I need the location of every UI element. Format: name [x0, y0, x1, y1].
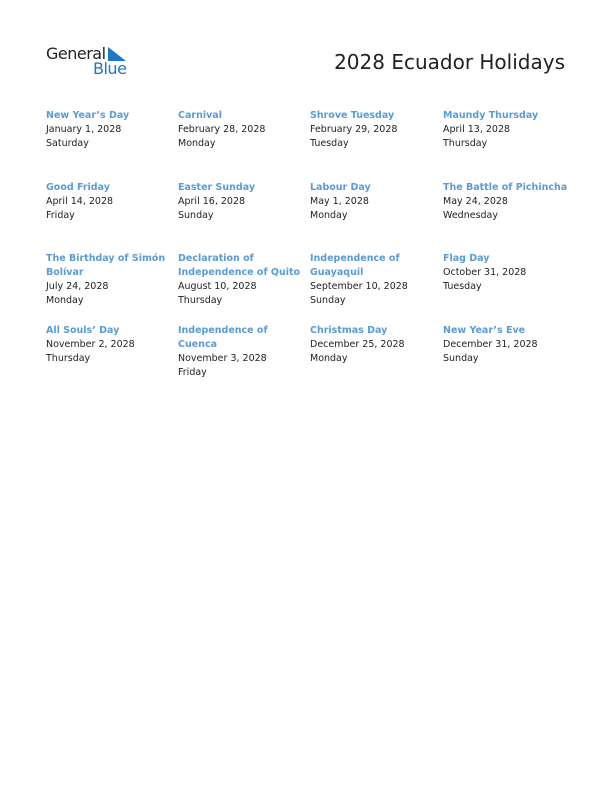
holiday-day: Sunday [178, 210, 214, 221]
holiday-name: Flag Day [443, 253, 490, 264]
holiday-item: The Battle of Pichincha May 24, 2028 Wedne… [443, 181, 571, 223]
holiday-item: Declaration of Independence of Quito Augu… [178, 252, 306, 308]
holiday-item: New Year’s Eve December 31, 2028 Sunday [443, 324, 571, 366]
holiday-date: February 29, 2028 [310, 124, 398, 135]
holiday-name: Labour Day [310, 182, 371, 193]
holiday-name: Good Friday [46, 182, 110, 193]
holiday-date: October 31, 2028 [443, 267, 527, 278]
holiday-date: May 1, 2028 [310, 196, 369, 207]
holiday-day: Monday [178, 138, 216, 149]
holiday-day: Monday [310, 353, 348, 364]
holiday-day: Friday [178, 367, 207, 378]
holiday-item: Easter Sunday April 16, 2028 Sunday [178, 181, 306, 223]
holiday-name: Independence of Cuenca [178, 325, 268, 350]
holiday-date: August 10, 2028 [178, 281, 257, 292]
holiday-date: December 31, 2028 [443, 339, 538, 350]
holiday-day: Wednesday [443, 210, 499, 221]
holiday-day: Thursday [443, 138, 488, 149]
holiday-item: Independence of Cuenca November 3, 2028 Fr… [178, 324, 306, 380]
holiday-date: April 16, 2028 [178, 196, 246, 207]
logo-word-blue: Blue [93, 59, 127, 78]
holiday-date: December 25, 2028 [310, 339, 405, 350]
holiday-date: September 10, 2028 [310, 281, 408, 292]
holiday-name: Maundy Thursday [443, 110, 539, 121]
holiday-day: Thursday [46, 353, 91, 364]
logo-word-general: General [46, 44, 106, 63]
holiday-name: New Year’s Day [46, 110, 130, 121]
holiday-item: Good Friday April 14, 2028 Friday [46, 181, 174, 223]
holiday-day: Saturday [46, 138, 89, 149]
holiday-date: November 3, 2028 [178, 353, 267, 364]
holiday-name: Easter Sunday [178, 182, 256, 193]
holiday-name: Shrove Tuesday [310, 110, 395, 121]
holiday-day: Monday [46, 295, 84, 306]
holiday-item: Independence of Guayaquil September 10, 2… [310, 252, 438, 308]
holiday-name: Christmas Day [310, 325, 388, 336]
holiday-name: Carnival [178, 110, 222, 121]
holiday-date: February 28, 2028 [178, 124, 266, 135]
holiday-item: Maundy Thursday April 13, 2028 Thursday [443, 109, 571, 151]
generalblue-logo: General Blue [46, 44, 136, 80]
holiday-date: July 24, 2028 [46, 281, 109, 292]
holiday-name: The Birthday of Simón Bolívar [46, 253, 166, 278]
holiday-name: Declaration of Independence of Quito [178, 253, 301, 278]
holiday-item: Labour Day May 1, 2028 Monday [310, 181, 438, 223]
logo-triangle-icon [108, 47, 126, 61]
holiday-name: The Battle of Pichincha [443, 182, 568, 193]
holiday-day: Sunday [310, 295, 346, 306]
holiday-day: Tuesday [310, 138, 349, 149]
holiday-day: Thursday [178, 295, 223, 306]
holiday-date: January 1, 2028 [46, 124, 122, 135]
holiday-day: Monday [310, 210, 348, 221]
holiday-item: New Year’s Day January 1, 2028 Saturday [46, 109, 174, 151]
holiday-day: Friday [46, 210, 75, 221]
holiday-day: Tuesday [443, 281, 482, 292]
holiday-date: April 13, 2028 [443, 124, 511, 135]
holiday-item: Flag Day October 31, 2028 Tuesday [443, 252, 571, 294]
holiday-item: Christmas Day December 25, 2028 Monday [310, 324, 438, 366]
holiday-name: New Year’s Eve [443, 325, 526, 336]
holiday-date: May 24, 2028 [443, 196, 508, 207]
holiday-day: Sunday [443, 353, 479, 364]
page-title: 2028 Ecuador Holidays [334, 50, 565, 74]
holiday-item: All Souls’ Day November 2, 2028 Thursday [46, 324, 174, 366]
holiday-item: Carnival February 28, 2028 Monday [178, 109, 306, 151]
holiday-name: All Souls’ Day [46, 325, 120, 336]
holiday-date: April 14, 2028 [46, 196, 114, 207]
holiday-item: The Birthday of Simón Bolívar July 24, 20… [46, 252, 174, 308]
holiday-date: November 2, 2028 [46, 339, 135, 350]
holiday-item: Shrove Tuesday February 29, 2028 Tuesday [310, 109, 438, 151]
holiday-name: Independence of Guayaquil [310, 253, 400, 278]
